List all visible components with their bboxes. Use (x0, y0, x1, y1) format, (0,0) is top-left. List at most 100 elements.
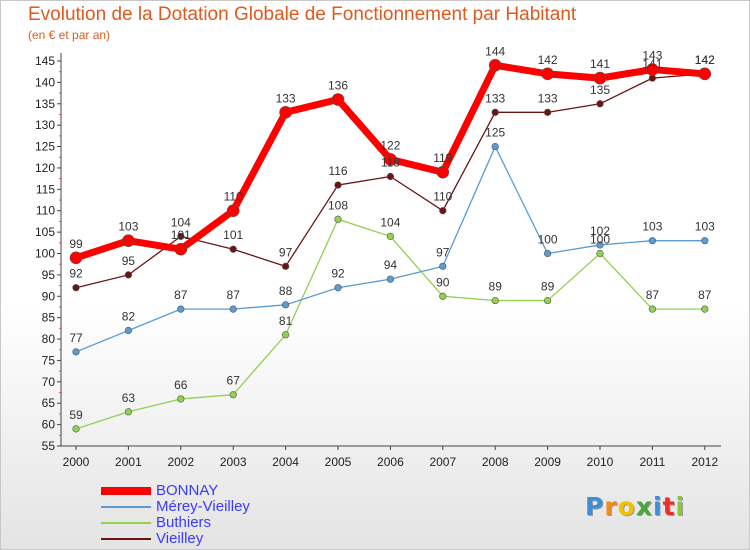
x-tick-label: 2001 (115, 455, 142, 469)
y-tick-label: 75 (42, 353, 56, 367)
data-point-vieilley (439, 207, 447, 215)
y-tick-label: 70 (42, 375, 56, 389)
legend: BONNAY Mérey-Vieilley Buthiers Vieilley (101, 483, 250, 547)
data-point-merey-vieilley (72, 348, 80, 356)
legend-swatch-bonnay (101, 487, 151, 495)
y-tick-label: 80 (42, 332, 56, 346)
data-point-merey-vieilley (648, 237, 657, 245)
data-label-buthiers: 81 (279, 314, 293, 328)
data-point-bonnay (174, 242, 188, 256)
data-label-vieilley: 97 (279, 245, 293, 259)
data-point-bonnay (69, 251, 83, 265)
data-label-merey-vieilley: 103 (695, 220, 715, 234)
data-label-vieilley: 135 (590, 83, 610, 97)
legend-item-vieilley[interactable]: Vieilley (101, 531, 250, 547)
data-point-buthiers (386, 232, 395, 240)
logo-letter: t (662, 492, 676, 521)
data-label-vieilley: 101 (223, 228, 243, 242)
data-point-vieilley (596, 100, 604, 108)
data-point-bonnay (122, 234, 135, 247)
data-point-merey-vieilley (229, 305, 237, 313)
data-point-bonnay (488, 58, 502, 72)
data-label-bonnay: 136 (328, 79, 348, 93)
data-label-merey-vieilley: 77 (69, 331, 83, 345)
x-tick-label: 2007 (429, 455, 456, 469)
data-point-merey-vieilley (124, 326, 132, 335)
data-point-bonnay (331, 93, 345, 106)
data-label-bonnay: 133 (276, 91, 296, 105)
data-point-buthiers (282, 331, 290, 339)
data-label-buthiers: 67 (227, 374, 241, 388)
data-label-vieilley: 118 (381, 156, 400, 170)
data-label-bonnay: 141 (590, 57, 610, 71)
x-tick-label: 2012 (691, 455, 718, 469)
data-label-merey-vieilley: 88 (279, 284, 293, 298)
chart-title: Evolution de la Dotation Globale de Fonc… (28, 4, 577, 25)
data-point-merey-vieilley (282, 301, 290, 309)
data-label-merey-vieilley: 103 (642, 220, 662, 234)
legend-item-buthiers[interactable]: Buthiers (101, 515, 250, 531)
y-tick-label: 110 (36, 204, 55, 218)
logo-letter: x (635, 492, 653, 521)
data-label-bonnay: 122 (380, 138, 400, 152)
y-tick-label: 105 (35, 225, 55, 239)
data-point-merey-vieilley (596, 241, 604, 249)
data-point-bonnay (384, 153, 397, 166)
y-tick-label: 100 (35, 247, 55, 261)
data-label-merey-vieilley: 92 (331, 267, 345, 281)
data-label-buthiers: 89 (541, 280, 555, 294)
y-tick-label: 120 (35, 161, 55, 175)
data-label-buthiers: 89 (489, 280, 503, 294)
chart-subtitle: (en € et par an) (28, 28, 111, 42)
data-label-buthiers: 59 (69, 408, 83, 422)
axes: 55 60 65 70 75 80 85 90 95 100 105 110 115 120 125 130 1… (35, 53, 721, 469)
data-point-vieilley (177, 232, 185, 240)
logo-letter: P (585, 492, 605, 521)
data-point-bonnay (646, 63, 659, 76)
data-label-buthiers: 108 (328, 198, 348, 212)
y-tick-label: 85 (42, 311, 56, 325)
data-label-merey-vieilley: 94 (384, 258, 398, 272)
y-tick-label: 65 (42, 396, 56, 410)
data-label-bonnay: 142 (695, 53, 715, 67)
data-label-bonnay: 142 (538, 53, 558, 67)
data-label-vieilley: 142 (695, 53, 715, 67)
x-tick-label: 2002 (167, 455, 194, 469)
y-tick-label: 95 (42, 268, 56, 282)
logo-letter: i (653, 492, 663, 521)
data-point-buthiers (596, 249, 604, 258)
data-label-vieilley: 133 (485, 91, 505, 105)
legend-item-merey-vieilley[interactable]: Mérey-Vieilley (101, 499, 250, 515)
series-points (69, 58, 712, 433)
y-tick-label: 125 (35, 140, 55, 154)
data-point-vieilley (386, 172, 395, 181)
data-label-buthiers: 104 (380, 215, 400, 229)
data-point-merey-vieilley (491, 142, 499, 151)
data-point-buthiers (543, 296, 552, 305)
data-label-bonnay: 99 (69, 237, 83, 251)
data-point-vieilley (229, 245, 237, 253)
legend-label-bonnay: BONNAY (156, 482, 219, 499)
x-tick-label: 2009 (534, 455, 561, 469)
y-tick-label: 130 (35, 118, 55, 132)
legend-swatch-buthiers (101, 522, 151, 524)
data-label-vieilley: 133 (538, 91, 558, 105)
data-point-buthiers (72, 425, 80, 433)
legend-item-bonnay[interactable]: BONNAY (101, 483, 250, 499)
data-point-bonnay (698, 67, 712, 81)
y-tick-label: 135 (35, 97, 55, 111)
data-label-merey-vieilley: 100 (538, 233, 558, 247)
data-point-buthiers (124, 408, 132, 416)
data-label-bonnay: 103 (118, 220, 138, 234)
data-point-vieilley (334, 181, 342, 189)
data-point-vieilley (72, 284, 80, 292)
data-point-bonnay (593, 71, 607, 85)
series-lines (74, 61, 706, 430)
data-label-vieilley: 116 (328, 164, 347, 178)
y-tick-label: 115 (36, 182, 55, 196)
data-label-bonnay: 119 (433, 151, 452, 165)
data-label-buthiers: 100 (590, 233, 610, 247)
y-tick-label: 140 (35, 75, 55, 89)
